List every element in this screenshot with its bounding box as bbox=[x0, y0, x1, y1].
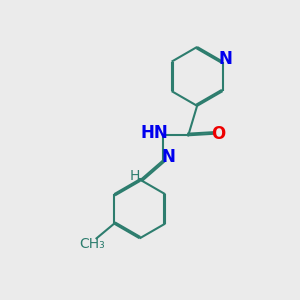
Text: O: O bbox=[212, 125, 226, 143]
Text: N: N bbox=[218, 50, 232, 68]
Text: CH₃: CH₃ bbox=[79, 237, 105, 250]
Text: N: N bbox=[162, 148, 176, 166]
Text: HN: HN bbox=[140, 124, 168, 142]
Text: H: H bbox=[130, 169, 140, 183]
